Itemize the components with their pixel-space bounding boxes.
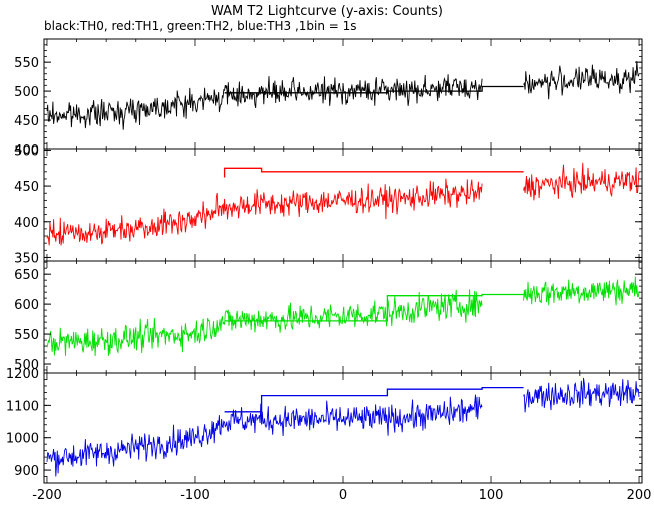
y-tick-label: 550 [14,56,39,71]
step-overlay-th2 [224,293,524,322]
y-tick-label: 650 [14,268,39,283]
y-tick-label: 500 [14,85,39,100]
series-line-th1 [46,162,640,246]
step-overlay-th0 [224,85,524,94]
y-tick-label: 400 [14,216,39,231]
panels-group: 400 450 500 550 350 400 450 500 500 550 600 650 900 1… [6,38,643,484]
x-tick-label: -200 [32,488,62,503]
y-tick-label: 1000 [6,432,39,447]
y-tick-label: 400 [14,143,39,158]
chart-title: WAM T2 Lightcurve (y-axis: Counts) [211,4,443,19]
y-tick-label: 600 [14,298,39,313]
x-axis: -200 -100 0 100 200 [32,488,651,503]
x-tick-label: 0 [339,488,347,503]
y-tick-label: 1100 [6,399,39,414]
y-tick-label: 450 [14,180,39,195]
chart-subtitle: black:TH0, red:TH1, green:TH2, blue:TH3 … [44,19,357,33]
x-tick-label: 200 [627,488,652,503]
y-tick-label: 900 [14,464,39,479]
series-line-th0 [46,61,640,130]
series-line-th3 [46,377,640,477]
y-tick-label: 500 [14,144,39,159]
y-tick-label: 350 [14,251,39,266]
y-tick-label: 1200 [6,367,39,382]
step-overlay-th3 [224,386,524,413]
series-line-th2 [46,276,640,357]
y-tick-label: 450 [14,114,39,129]
y-tick-label: 550 [14,328,39,343]
x-tick-label: 100 [479,488,504,503]
panel-th2: 500 550 600 650 [14,260,643,374]
panel-frame [43,148,643,262]
x-tick-label: -100 [180,488,210,503]
panel-th3: 900 1000 1100 1200 [6,367,643,484]
panel-th1: 350 400 450 500 [14,144,643,266]
panel-th0: 400 450 500 550 [14,38,643,158]
y-tick-label: 500 [14,358,39,373]
step-overlay-th1 [223,167,524,178]
